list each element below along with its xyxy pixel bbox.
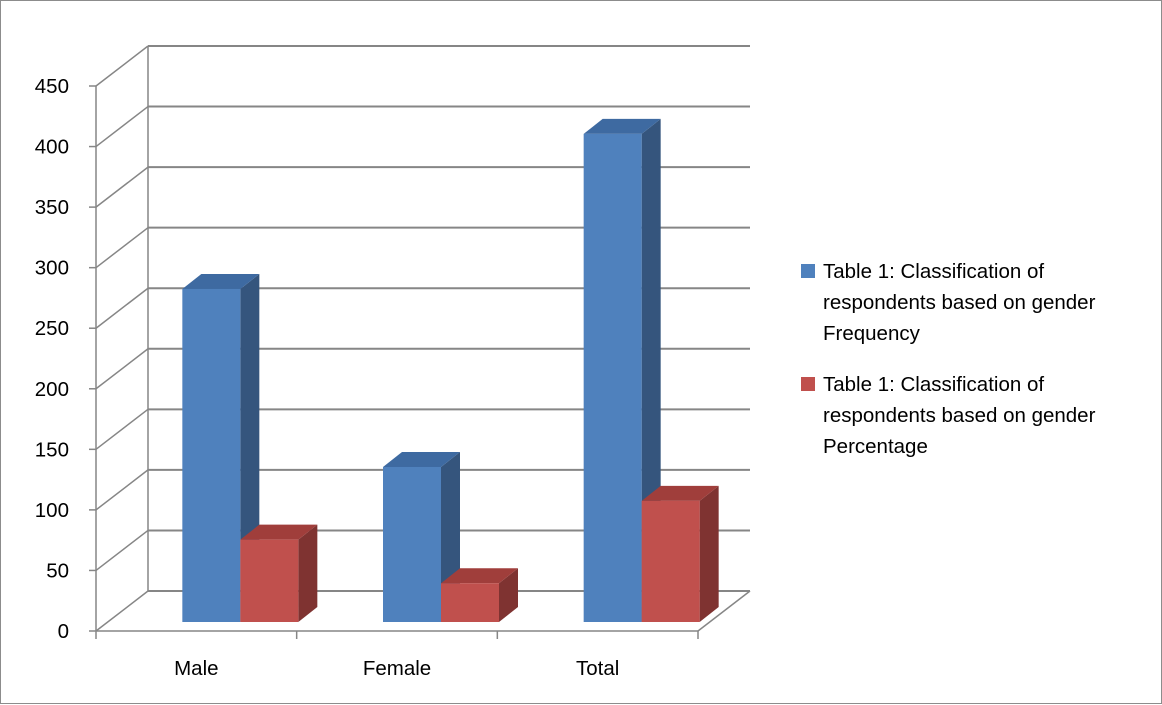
legend-label-frequency: Table 1: Classification of respondents b…: [823, 260, 1096, 345]
legend-swatch-frequency: [801, 264, 815, 278]
legend-item-frequency: Table 1: Classification of respondents b…: [801, 256, 1151, 349]
side-gridline: [95, 166, 149, 208]
y-tick-label: 450: [35, 75, 69, 98]
chart-legend: Table 1: Classification of respondents b…: [801, 256, 1151, 482]
side-gridline: [95, 469, 149, 511]
y-tick-label: 0: [58, 620, 69, 643]
bar: [641, 500, 700, 622]
bar-top: [441, 568, 518, 584]
y-tick-label: 250: [35, 317, 69, 340]
y-tick-label: 100: [35, 499, 69, 522]
bar-top: [383, 451, 460, 467]
x-tick-label: Male: [174, 657, 218, 680]
y-tick-label: 50: [46, 559, 69, 582]
bar: [182, 288, 241, 622]
side-gridline: [95, 45, 149, 87]
side-gridline: [95, 529, 149, 572]
bar-top: [182, 273, 260, 289]
bar-top: [641, 485, 719, 501]
side-gridline: [95, 105, 149, 148]
bar-side: [298, 524, 318, 622]
legend-swatch-percentage: [801, 377, 815, 391]
legend-label-percentage: Table 1: Classification of respondents b…: [823, 373, 1096, 458]
bar: [383, 466, 441, 622]
bar: [240, 539, 299, 622]
side-gridline: [95, 408, 149, 450]
y-tick-label: 150: [35, 438, 69, 461]
side-gridline: [95, 590, 149, 632]
x-tick-label: Total: [576, 657, 619, 680]
legend-item-percentage: Table 1: Classification of respondents b…: [801, 369, 1151, 462]
bar-side: [499, 568, 518, 622]
floor-right-edge: [697, 590, 751, 632]
side-gridline: [95, 227, 149, 269]
side-gridline: [95, 287, 149, 329]
bar-top: [583, 118, 661, 134]
side-gridline: [95, 348, 149, 390]
bar: [441, 583, 499, 622]
y-tick-label: 400: [35, 136, 69, 159]
bar-top: [240, 524, 318, 540]
x-tick-label: Female: [363, 657, 431, 680]
y-tick-label: 300: [35, 257, 69, 280]
y-tick-label: 200: [35, 378, 69, 401]
bar-side: [699, 485, 719, 622]
bar: [583, 133, 642, 622]
y-tick-label: 350: [35, 196, 69, 219]
